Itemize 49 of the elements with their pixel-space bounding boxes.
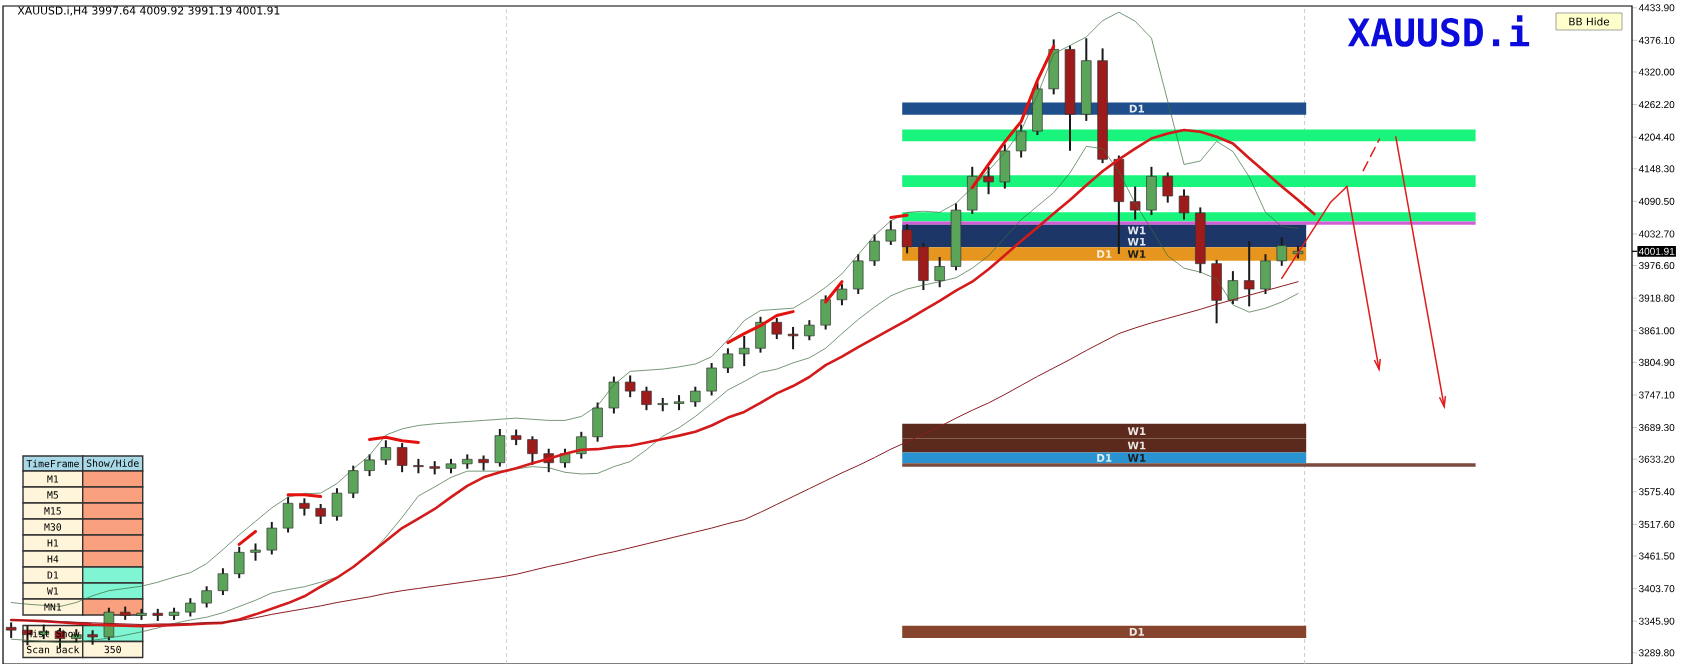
y-tick-label: 3461.50: [1638, 552, 1675, 560]
annotation: 350: [104, 645, 121, 654]
text: TimeFrame: [26, 459, 79, 468]
y-tick-label: 3517.60: [1638, 520, 1675, 528]
y-tick-label: 3345.90: [1638, 617, 1675, 625]
category-label: Hist Show: [26, 629, 80, 638]
y-tick-label: 4090.50: [1638, 197, 1675, 205]
y-tick-label: 4001.91: [1638, 247, 1675, 255]
y-tick-label: 3575.40: [1638, 488, 1675, 496]
category-label: M15: [44, 507, 61, 515]
category-label: M30: [44, 523, 62, 531]
category-label: H1: [47, 539, 59, 547]
category-label: Scan back: [26, 645, 80, 654]
y-tick-label: 3403.70: [1638, 585, 1675, 593]
y-tick-label: 3861.00: [1638, 327, 1675, 335]
category-label: M5: [47, 491, 58, 499]
category-label: M1: [47, 475, 59, 483]
band-label: D1: [1097, 454, 1112, 462]
category-label: D1: [47, 571, 59, 579]
category-label: W1: [46, 587, 59, 595]
band-label: W1: [1127, 237, 1146, 246]
band-label: W1: [1127, 226, 1146, 235]
band-label: W1: [1127, 454, 1146, 462]
band-label: D1: [1129, 628, 1145, 636]
y-tick-label: 4204.40: [1638, 133, 1675, 141]
category-label: H4: [47, 555, 59, 563]
band-label: D1: [1129, 104, 1145, 113]
y-tick-label: 3633.20: [1638, 455, 1675, 463]
y-tick-label: 4433.90: [1638, 4, 1675, 12]
band-label: W1: [1127, 441, 1146, 450]
band-label: W1: [1127, 427, 1146, 435]
y-tick-label: 4148.30: [1638, 165, 1675, 173]
y-tick-label: 3747.10: [1638, 391, 1675, 399]
annotation: BB Hide: [1569, 17, 1610, 26]
chart-subtitle: XAUUSD.i,H4 3997.64 4009.92 3991.19 4001.91: [17, 6, 280, 16]
category-label: MN1: [44, 603, 62, 611]
y-tick-label: 3918.80: [1638, 294, 1675, 302]
y-tick-label: 3976.60: [1638, 262, 1675, 270]
y-tick-label: 3804.90: [1638, 358, 1675, 366]
band-label: W1: [1127, 250, 1146, 258]
y-tick-label: 4262.20: [1638, 101, 1675, 109]
chart-title: XAUUSD.i: [1347, 15, 1530, 47]
y-tick-label: 3689.30: [1638, 424, 1675, 432]
y-tick-label: 4032.70: [1638, 230, 1675, 238]
band-label: D1: [1097, 250, 1112, 258]
y-tick-label: 4320.00: [1638, 68, 1675, 76]
y-tick-label: 4376.10: [1638, 36, 1675, 44]
text: Show/Hide: [86, 459, 139, 468]
y-tick-label: 3289.80: [1638, 649, 1675, 657]
